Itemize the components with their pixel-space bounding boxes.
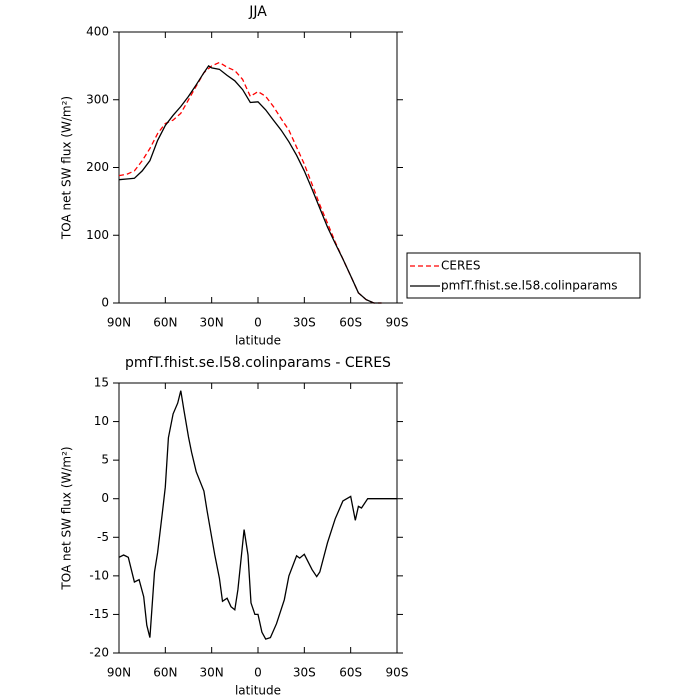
y-tick-label: 5 xyxy=(101,453,109,467)
x-tick-label: 30N xyxy=(200,666,224,680)
x-tick-label: 60S xyxy=(339,666,362,680)
y-tick-label: 0 xyxy=(101,296,109,310)
x-tick-label: 60N xyxy=(153,316,177,330)
plot-frame xyxy=(118,31,398,304)
y-axis-label: TOA net SW flux (W/m²) xyxy=(60,446,74,590)
x-tick-label: 30S xyxy=(293,666,316,680)
x-axis-label: latitude xyxy=(235,334,281,348)
x-axis-label: latitude xyxy=(235,684,281,698)
data-line xyxy=(118,390,397,640)
x-tick-label: 90N xyxy=(107,316,131,330)
legend-label: pmfT.fhist.se.l58.colinparams xyxy=(441,279,617,293)
x-tick-label: 60S xyxy=(339,316,362,330)
data-line xyxy=(118,61,382,304)
y-tick-label: -10 xyxy=(89,568,109,582)
chart-title: JJA xyxy=(248,4,267,20)
x-tick-label: 90S xyxy=(386,666,409,680)
x-tick-label: 30N xyxy=(200,316,224,330)
y-tick-label: 200 xyxy=(86,160,109,174)
x-tick-label: 0 xyxy=(254,316,262,330)
x-tick-label: 0 xyxy=(254,666,262,680)
x-tick-label: 90N xyxy=(107,666,131,680)
y-tick-label: 100 xyxy=(86,228,109,242)
y-tick-label: -15 xyxy=(89,607,109,621)
y-tick-label: 0 xyxy=(101,491,109,505)
y-tick-label: 10 xyxy=(94,414,109,428)
legend-label: CERES xyxy=(441,259,481,273)
y-tick-label: -20 xyxy=(89,646,109,660)
y-tick-label: 300 xyxy=(86,92,109,106)
chart-title: pmfT.fhist.se.l58.colinparams - CERES xyxy=(125,355,391,371)
x-tick-label: 90S xyxy=(386,316,409,330)
y-tick-label: -5 xyxy=(97,530,109,544)
data-line xyxy=(118,65,382,304)
legend-box xyxy=(406,252,641,299)
x-tick-label: 30S xyxy=(293,316,316,330)
y-tick-label: 15 xyxy=(94,376,109,390)
x-tick-label: 60N xyxy=(153,666,177,680)
y-axis-label: TOA net SW flux (W/m²) xyxy=(60,96,74,240)
y-tick-label: 400 xyxy=(86,25,109,39)
